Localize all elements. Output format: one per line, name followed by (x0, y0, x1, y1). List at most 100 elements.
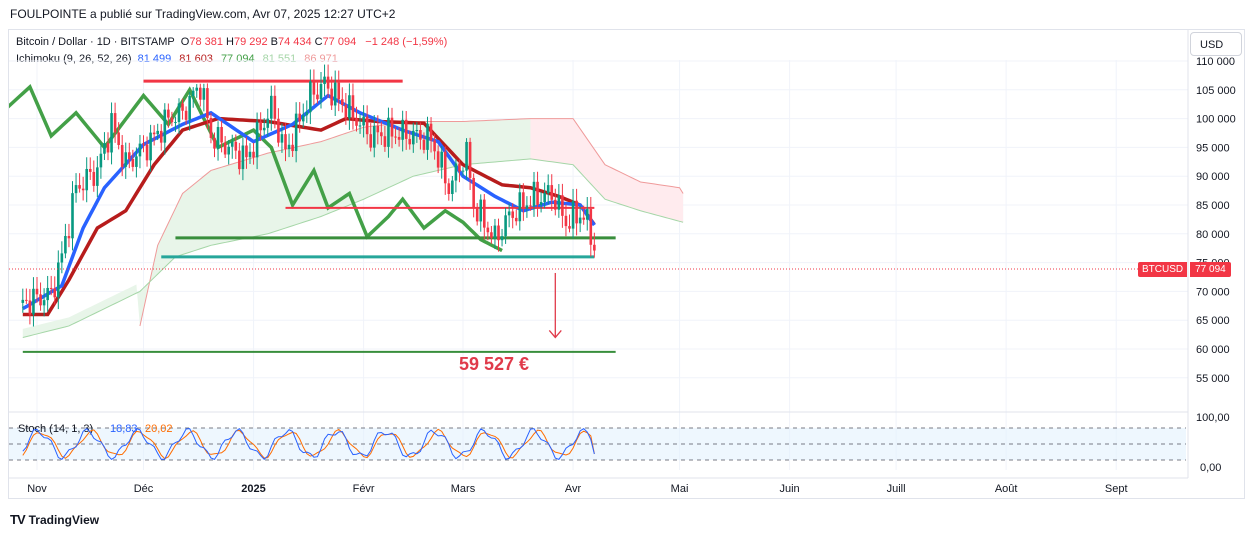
candle-body (238, 150, 241, 170)
kijun-sen-line (22, 116, 596, 317)
candle-body (351, 95, 355, 119)
candle-body (142, 143, 145, 145)
candle-body (330, 88, 333, 106)
y-tick-label: 90 000 (1196, 171, 1230, 183)
candle-body (159, 130, 163, 143)
candle-body (337, 82, 341, 100)
stoch-band (9, 428, 1186, 460)
candle-body (49, 287, 53, 289)
candle-body (376, 125, 380, 133)
candle-body (408, 138, 412, 145)
currency-button[interactable]: USD (1190, 32, 1242, 56)
ohlc-key-c: C (314, 36, 323, 48)
x-tick-label: Févr (353, 483, 375, 495)
candle-body (167, 109, 170, 118)
candle-body (397, 136, 401, 140)
candle-body (35, 288, 39, 295)
candle-body (28, 300, 32, 315)
candle-body (120, 145, 124, 167)
candle-body (88, 168, 92, 172)
candle-body (291, 144, 294, 152)
candle-body (490, 232, 493, 238)
ichimoku-value-0: 81 499 (137, 53, 172, 65)
x-tick-label: 2025 (241, 483, 265, 495)
candle-body (341, 99, 344, 105)
candle-body (135, 156, 138, 167)
candle-body (206, 88, 209, 118)
candle-body (259, 121, 262, 131)
ohlc-value-h: 79 292 (233, 36, 268, 48)
ichimoku-value-1: 81 603 (179, 53, 213, 65)
ohlc-value-o: 78 381 (189, 36, 223, 48)
candle-body (362, 116, 365, 126)
candle-body (585, 209, 589, 220)
candle-body (128, 152, 131, 159)
candle-body (223, 142, 227, 155)
candle-body (568, 226, 571, 229)
candle-body (436, 151, 440, 168)
candle-body (440, 151, 443, 168)
candle-body (255, 121, 259, 158)
y-tick-label: 60 000 (1196, 344, 1230, 356)
candle-body (578, 217, 582, 224)
candle-body (326, 76, 330, 89)
candle-body (554, 199, 557, 210)
y-tick-label: 55 000 (1196, 373, 1230, 385)
symbol-name: Bitcoin / Dollar · 1D · BITSTAMP (16, 36, 175, 48)
candle-body (323, 76, 326, 85)
candle-body (241, 145, 245, 170)
candle-body (216, 126, 220, 149)
candle-body (81, 188, 85, 191)
candle-body (497, 225, 500, 241)
stoch-label: Stoch (14, 1, 3) (18, 423, 93, 435)
candle-body (71, 193, 74, 239)
candle-body (511, 211, 514, 218)
x-tick-label: Sept (1105, 483, 1128, 495)
candle-body (67, 235, 71, 239)
candle-body (262, 127, 266, 131)
y-tick-label: 80 000 (1196, 229, 1230, 241)
change-value: −1 248 (−1,59%) (365, 36, 448, 48)
ohlc-value-b: 74 434 (277, 36, 312, 48)
candle-body (454, 163, 458, 181)
candle-body (188, 96, 191, 120)
candle-body (564, 215, 568, 227)
candle-body (550, 185, 554, 200)
candle-body (145, 144, 149, 161)
candle-body (451, 180, 454, 194)
candle-body (355, 118, 358, 126)
candle-body (514, 217, 518, 222)
candle-body (85, 168, 88, 191)
target-arrow-head (548, 330, 562, 339)
last-price-tag: BTCUSD 77 094 (1138, 262, 1231, 277)
ichimoku-values: 81 499 81 603 77 094 81 551 86 971 (138, 53, 346, 65)
candle-body (270, 95, 273, 119)
candle-body (575, 200, 578, 224)
candle-body (525, 205, 529, 209)
candle-body (422, 139, 426, 150)
candle-body (539, 202, 543, 205)
candle-body (92, 171, 96, 186)
candle-body (557, 195, 561, 210)
candle-body (426, 123, 429, 150)
candle-body (103, 143, 106, 154)
ohlc-key-o: O (180, 36, 190, 48)
candle-body (57, 262, 60, 298)
candle-body (106, 143, 110, 153)
x-tick-label: Août (995, 483, 1018, 495)
candle-body (504, 215, 507, 237)
ichimoku-label: Ichimoku (9, 26, 52, 26) (16, 53, 132, 65)
candle-body (209, 117, 213, 138)
tenkan-sen-line (21, 93, 596, 311)
candle-body (74, 185, 78, 194)
symbol-legend: Bitcoin / Dollar · 1D · BITSTAMP O78 381… (16, 36, 450, 48)
candle-body (117, 132, 120, 146)
stoch-k-line (22, 427, 595, 461)
ichimoku-value-3: 81 551 (262, 53, 297, 65)
x-tick-label: Nov (27, 483, 47, 495)
candle-body (21, 299, 25, 303)
tradingview-footer[interactable]: TV TradingView (10, 512, 99, 527)
candle-body (156, 130, 159, 135)
candle-body (287, 144, 291, 150)
